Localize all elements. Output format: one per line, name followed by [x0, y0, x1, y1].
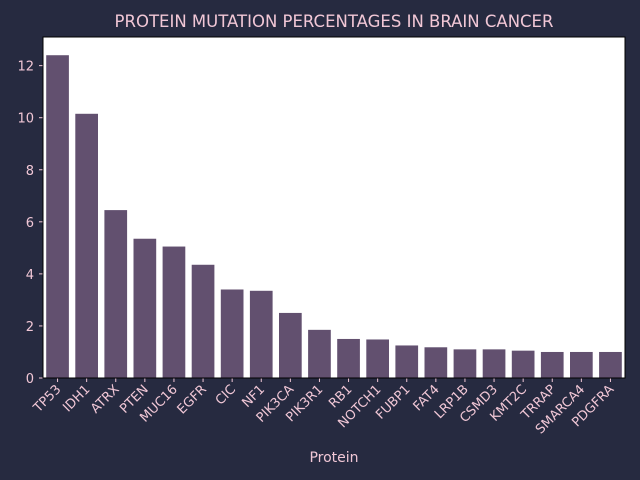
plot-area — [43, 37, 625, 378]
bar-smarca4 — [570, 351, 593, 378]
bar-notch1 — [366, 339, 389, 378]
bar-trrap — [540, 351, 564, 378]
y-tick-label: 12 — [17, 60, 34, 75]
x-axis-label: Protein — [309, 450, 358, 466]
bar-pten — [133, 238, 157, 378]
y-axis: 0 2 4 6 8 10 12 — [17, 60, 43, 387]
y-tick-label: 2 — [26, 320, 34, 335]
bar-fat4 — [424, 347, 448, 378]
bar-pdgfra — [599, 351, 622, 378]
bar-egfr — [191, 264, 215, 378]
bar-nf1 — [249, 290, 273, 378]
bar-csmd3 — [482, 349, 506, 378]
bars-group — [46, 55, 622, 379]
bar-atrx — [104, 210, 128, 378]
y-tick-label: 6 — [26, 216, 34, 231]
bar-cic — [220, 289, 244, 378]
plot-frame — [42, 36, 626, 379]
bar-pik3r1 — [308, 329, 331, 378]
bar-pik3ca — [279, 312, 302, 378]
y-tick-label: 0 — [26, 372, 34, 387]
y-tick-label: 10 — [17, 112, 34, 127]
bar-muc16 — [162, 246, 186, 378]
y-tick-label: 4 — [26, 268, 34, 283]
chart-title: PROTEIN MUTATION PERCENTAGES IN BRAIN CA… — [115, 12, 554, 31]
bar-tp53 — [46, 55, 69, 378]
bar-kmt2c — [511, 350, 535, 378]
y-tick-label: 8 — [26, 164, 34, 179]
bar-lrp1b — [453, 349, 477, 378]
bar-idh1 — [75, 113, 98, 379]
bar-fubp1 — [395, 345, 419, 378]
bar-rb1 — [337, 338, 360, 378]
